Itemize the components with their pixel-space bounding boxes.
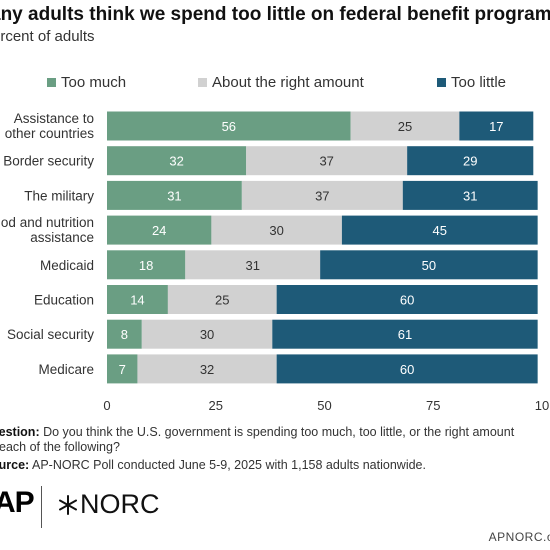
bar-too-little — [407, 146, 534, 176]
bar-value-label: 31 — [463, 188, 477, 203]
bar-value-label: 18 — [139, 258, 153, 273]
bar-about-the-right-amount — [246, 146, 408, 176]
chart-title: any adults think we spend too little on … — [0, 4, 550, 25]
legend-swatch-about-right — [198, 78, 207, 87]
bar-too-little — [459, 111, 534, 141]
category-label: od and nutrition — [1, 215, 94, 230]
bar-value-label: 7 — [119, 362, 126, 377]
bar-value-label: 60 — [400, 293, 414, 308]
bar-value-label: 60 — [400, 362, 414, 377]
legend: Too much About the right amount Too litt… — [0, 74, 550, 94]
x-tick-label: 75 — [426, 398, 440, 413]
bar-value-label: 25 — [398, 119, 412, 134]
bar-value-label: 31 — [245, 258, 259, 273]
legend-swatch-too-little — [437, 78, 446, 87]
bar-too-much — [107, 215, 212, 245]
bar-about-the-right-amount — [141, 319, 273, 349]
asterisk-icon — [59, 494, 77, 515]
source-label: ource: — [0, 458, 30, 472]
bar-value-label: 32 — [169, 154, 183, 169]
ap-logo: AP — [0, 486, 35, 519]
footnote-source: ource: AP-NORC Poll conducted June 5-9, … — [0, 458, 550, 473]
bar-value-label: 32 — [200, 362, 214, 377]
question-text-line2: each of the following? — [0, 440, 120, 454]
legend-item-about-right: About the right amount — [198, 74, 364, 91]
legend-label-too-little: Too little — [451, 74, 507, 91]
category-label: Assistance to — [14, 111, 94, 126]
category-label: Social security — [7, 327, 94, 342]
legend-item-too-much: Too much — [47, 74, 126, 91]
category-label: Medicaid — [40, 258, 94, 273]
bar-too-little — [276, 354, 538, 384]
bar-too-much — [107, 319, 142, 349]
bar-value-label: 61 — [398, 327, 412, 342]
bar-too-little — [320, 250, 538, 280]
bar-about-the-right-amount — [211, 215, 342, 245]
bar-value-label: 25 — [215, 293, 229, 308]
bar-value-label: 37 — [315, 188, 329, 203]
website-label: APNORC.o — [488, 530, 550, 544]
bar-value-label: 29 — [463, 154, 477, 169]
bar-about-the-right-amount — [137, 354, 277, 384]
bar-about-the-right-amount — [185, 250, 321, 280]
bar-value-label: 8 — [121, 327, 128, 342]
category-label: other countries — [5, 126, 95, 141]
source-text: AP-NORC Poll conducted June 5-9, 2025 wi… — [29, 458, 426, 472]
footnote-question: uestion: Do you think the U.S. governmen… — [0, 425, 550, 455]
question-text-line1: Do you think the U.S. government is spen… — [39, 425, 515, 439]
legend-item-too-little: Too little — [437, 74, 506, 91]
bar-too-much — [107, 354, 138, 384]
bar-value-label: 30 — [200, 327, 214, 342]
legend-label-too-much: Too much — [61, 74, 127, 91]
x-tick-label: 0 — [103, 398, 110, 413]
x-tick-label: 10 — [535, 398, 549, 413]
bar-too-much — [107, 180, 242, 210]
bar-too-much — [107, 146, 247, 176]
bar-about-the-right-amount — [241, 180, 403, 210]
category-label: The military — [24, 188, 94, 203]
bar-about-the-right-amount — [350, 111, 460, 141]
bar-too-much — [107, 250, 186, 280]
bar-too-little — [276, 285, 538, 314]
chart-subtitle: ercent of adults — [0, 28, 95, 45]
bar-too-little — [402, 180, 538, 210]
category-label: Border security — [3, 154, 94, 169]
x-tick-label: 50 — [317, 398, 331, 413]
bar-about-the-right-amount — [167, 285, 277, 314]
bar-value-label: 24 — [152, 223, 166, 238]
norc-logo-text: NORC — [80, 489, 160, 519]
bar-value-label: 50 — [422, 258, 436, 273]
bar-too-much — [107, 111, 351, 141]
logo-divider — [41, 486, 42, 528]
category-label: Medicare — [38, 362, 94, 377]
legend-label-about-right: About the right amount — [212, 74, 364, 91]
x-tick-label: 25 — [209, 398, 223, 413]
bar-too-much — [107, 285, 168, 314]
bar-too-little — [272, 319, 538, 349]
bar-value-label: 14 — [130, 293, 144, 308]
category-label: assistance — [30, 230, 94, 245]
question-label: uestion: — [0, 425, 40, 439]
bar-value-label: 17 — [489, 119, 503, 134]
bar-value-label: 30 — [269, 223, 283, 238]
bar-value-label: 37 — [319, 154, 333, 169]
bar-value-label: 45 — [433, 223, 447, 238]
category-label: Education — [34, 293, 94, 308]
bar-value-label: 56 — [222, 119, 236, 134]
bar-too-little — [341, 215, 538, 245]
bar-value-label: 31 — [167, 188, 181, 203]
norc-logo: NORC — [58, 489, 160, 520]
legend-swatch-too-much — [47, 78, 56, 87]
